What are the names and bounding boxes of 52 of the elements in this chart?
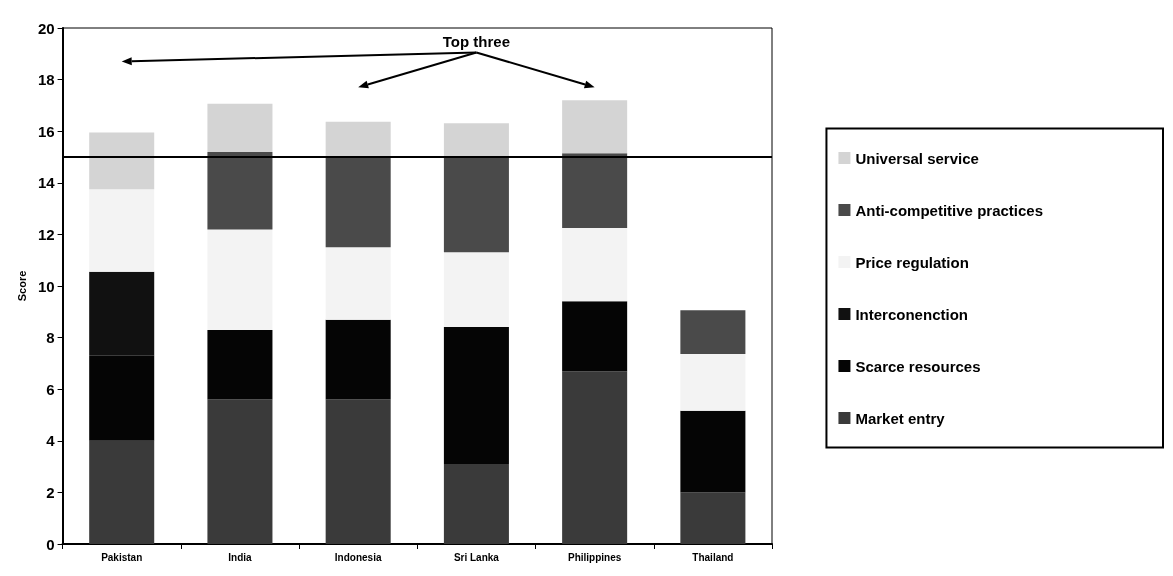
bar	[325, 121, 391, 157]
legend-label: Universal service	[855, 149, 979, 167]
bar	[207, 399, 273, 544]
y-tick-label: 0	[46, 535, 55, 553]
y-axis-title: Score	[15, 270, 28, 302]
legend-label: Interconenction	[855, 305, 968, 323]
y-tick-label: 20	[37, 19, 55, 37]
x-tick-label: Thailand	[692, 551, 734, 563]
y-tick-label: 4	[46, 432, 56, 450]
bar	[443, 156, 509, 253]
bar	[680, 492, 746, 544]
bar	[562, 100, 628, 154]
bar	[562, 153, 628, 228]
annotation: Top three	[442, 32, 511, 50]
bar	[89, 440, 155, 544]
bar	[325, 157, 391, 248]
bar	[680, 354, 746, 411]
bar	[443, 327, 509, 465]
y-tick-label: 2	[46, 483, 55, 501]
bar	[562, 301, 628, 372]
bar	[562, 227, 628, 302]
bar	[207, 229, 273, 331]
y-tick-label: 6	[46, 380, 55, 398]
legend-label: Scarce resources	[855, 357, 981, 375]
bar	[562, 371, 628, 544]
x-tick-label: Sri Lanka	[453, 551, 500, 563]
bar	[325, 319, 391, 400]
y-tick-label: 14	[37, 174, 56, 192]
bar	[89, 189, 155, 272]
x-tick-label: India	[228, 551, 253, 563]
y-tick-label: 18	[37, 71, 55, 89]
y-tick-label: 16	[37, 122, 55, 140]
legend-label: Market entry	[855, 409, 946, 427]
y-tick-label: 10	[37, 277, 55, 295]
bar	[207, 152, 273, 230]
y-tick-label: 8	[46, 329, 55, 347]
bar	[207, 103, 273, 153]
bar	[89, 132, 155, 190]
bar	[443, 123, 509, 157]
bar	[443, 252, 509, 328]
y-tick-label: 12	[37, 225, 55, 243]
bar	[680, 410, 746, 493]
legend-label: Anti-competitive practices	[855, 201, 1044, 219]
bar	[325, 399, 391, 544]
bar	[207, 330, 273, 400]
x-tick-label: Indonesia	[334, 551, 382, 563]
x-tick-label: Philippines	[567, 551, 622, 563]
legend-label: Price regulation	[855, 253, 969, 271]
bar	[443, 464, 509, 544]
bar	[680, 310, 746, 355]
bar	[325, 247, 391, 320]
x-tick-label: Pakistan	[101, 551, 143, 563]
